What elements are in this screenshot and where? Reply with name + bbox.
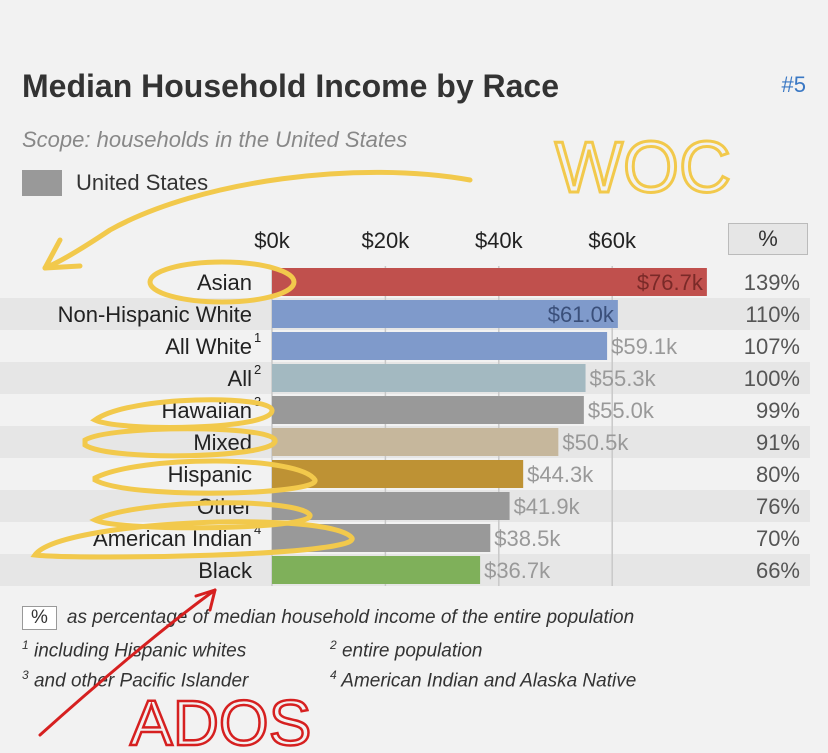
category-label: All <box>228 366 252 391</box>
percent-toggle-button[interactable]: % <box>728 223 808 255</box>
x-tick-label: $40k <box>475 228 524 253</box>
footnote-2-text: entire population <box>341 640 483 662</box>
value-label: $55.3k <box>590 366 657 391</box>
footnote-4: 4 American Indian and Alaska Native <box>330 668 637 692</box>
percent-label: 80% <box>756 462 800 487</box>
footnote-mark: 3 <box>254 394 261 409</box>
category-label: Black <box>198 558 253 583</box>
value-label: $76.7k <box>637 270 704 295</box>
value-label: $55.0k <box>588 398 655 423</box>
percent-footnote-text: as percentage of median household income… <box>66 607 635 628</box>
percent-label: 91% <box>756 430 800 455</box>
footnote-3: 3 and other Pacific Islander <box>22 668 249 692</box>
x-tick-label: $60k <box>588 228 637 253</box>
footnote-1-text: including Hispanic whites <box>33 640 247 662</box>
footnote-mark: 4 <box>254 522 261 537</box>
category-label: Hispanic <box>168 462 252 487</box>
percent-label: 139% <box>744 270 800 295</box>
percent-footnote-box: % <box>22 606 57 630</box>
percent-footnote: % as percentage of median household incom… <box>22 606 634 630</box>
value-label: $38.5k <box>494 526 561 551</box>
value-label: $59.1k <box>611 334 678 359</box>
value-label: $61.0k <box>548 302 615 327</box>
footnote-4-text: American Indian and Alaska Native <box>341 670 637 692</box>
x-tick-label: $20k <box>362 228 411 253</box>
percent-label: 100% <box>744 366 800 391</box>
footnote-2: 2 entire population <box>330 638 483 662</box>
bar <box>272 268 707 296</box>
category-label: Asian <box>197 270 252 295</box>
value-label: $36.7k <box>484 558 551 583</box>
category-label: Mixed <box>193 430 252 455</box>
bar <box>272 492 510 520</box>
bar <box>272 332 608 360</box>
category-label: American Indian <box>93 526 252 551</box>
footnote-mark: 1 <box>254 330 261 345</box>
value-label: $41.9k <box>514 494 581 519</box>
percent-label: 99% <box>756 398 800 423</box>
percent-label: 110% <box>745 302 800 327</box>
chart-title: Median Household Income by Race <box>22 68 559 104</box>
percent-label: 66% <box>756 558 800 583</box>
footnote-1: 1 including Hispanic whites <box>22 638 247 662</box>
chart-subtitle: Scope: households in the United States <box>22 127 408 152</box>
value-label: $50.5k <box>562 430 629 455</box>
x-tick-label: $0k <box>254 228 290 253</box>
bar <box>272 396 584 424</box>
percent-label: 76% <box>756 494 800 519</box>
category-label: Non-Hispanic White <box>58 302 252 327</box>
category-label: All White <box>165 334 252 359</box>
category-label: Hawaiian <box>162 398 253 423</box>
bar <box>272 524 491 552</box>
bar <box>272 428 559 456</box>
footnote-3-text: and other Pacific Islander <box>33 670 249 692</box>
bar <box>272 556 481 584</box>
bar <box>272 364 586 392</box>
category-label: Other <box>197 494 252 519</box>
value-label: $44.3k <box>527 462 594 487</box>
percent-label: 107% <box>744 334 800 359</box>
bar <box>272 300 618 328</box>
percent-label: 70% <box>756 526 800 551</box>
footnote-mark: 2 <box>254 362 261 377</box>
rank-link[interactable]: #5 <box>781 72 806 97</box>
bar <box>272 460 524 488</box>
